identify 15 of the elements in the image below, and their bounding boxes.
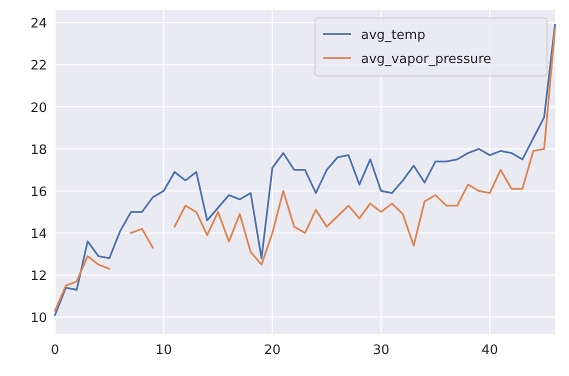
y-tick-label: 24 bbox=[30, 16, 47, 32]
legend-label: avg_vapor_pressure bbox=[361, 52, 492, 67]
x-tick-label: 10 bbox=[155, 343, 172, 358]
x-tick-label: 20 bbox=[264, 343, 281, 358]
y-tick-label: 12 bbox=[30, 269, 47, 284]
y-tick-label: 10 bbox=[30, 311, 47, 326]
x-tick-label: 30 bbox=[372, 343, 390, 358]
y-tick-label: 20 bbox=[30, 100, 47, 116]
y-tick-label: 18 bbox=[30, 142, 47, 158]
y-tick-label: 14 bbox=[30, 227, 47, 242]
x-tick-label: 0 bbox=[50, 343, 60, 358]
y-tick-label: 22 bbox=[30, 58, 47, 74]
legend-label: avg_temp bbox=[361, 28, 426, 43]
y-tick-label: 16 bbox=[30, 184, 47, 200]
x-tick-label: 40 bbox=[482, 343, 498, 358]
